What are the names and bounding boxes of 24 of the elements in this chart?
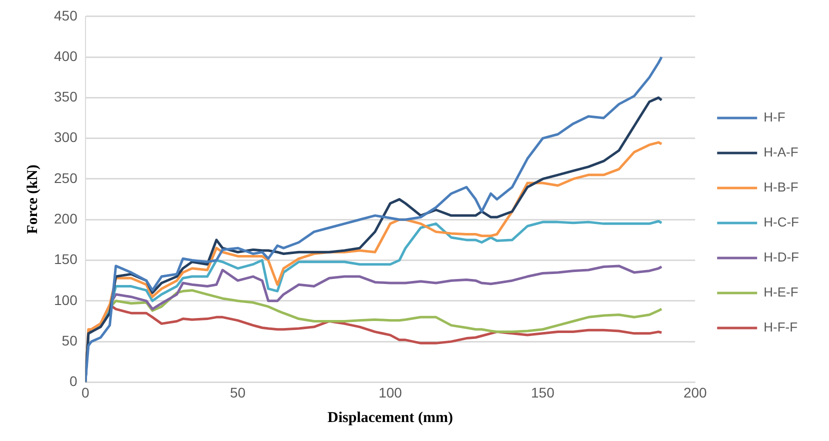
x-tick-label: 150 [531,384,555,400]
legend-label: H-D-F [764,250,800,265]
legend-label: H-E-F [764,284,798,300]
y-tick-label: 100 [54,292,78,308]
y-tick-label: 400 [54,48,78,64]
x-tick-label: 0 [81,384,90,400]
y-tick-label: 300 [54,129,78,146]
x-axis-title: Displacement (mm) [328,410,453,426]
y-tick-label: 0 [70,373,78,390]
legend-label: H-A-F [764,144,798,160]
x-tick-label: 50 [230,384,246,400]
legend-label: H-F-F [764,320,798,335]
legend-label: H-C-F [764,214,800,230]
y-tick-label: 450 [54,7,78,24]
y-tick-label: 50 [62,332,78,348]
y-tick-label: 150 [54,251,78,268]
y-tick-label: 350 [54,88,78,105]
x-tick-label: 200 [683,384,708,400]
legend-label: H-B-F [764,180,798,195]
y-tick-label: 200 [54,210,78,226]
legend-label: H-F [764,110,786,125]
x-tick-label: 100 [378,384,402,400]
y-tick-label: 250 [54,170,78,186]
y-axis-title: Force (kN) [24,164,41,234]
